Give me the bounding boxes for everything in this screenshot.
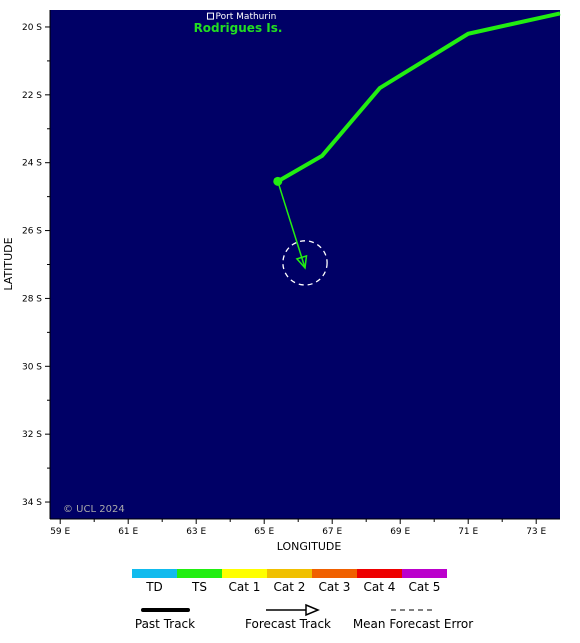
legend-label-cat-2: Cat 2 xyxy=(274,580,306,594)
legend-swatch-cat-2 xyxy=(267,569,312,578)
forecast-track-line xyxy=(277,181,306,269)
forecast-error-circle xyxy=(282,240,328,286)
x-tick-label: 59 E xyxy=(50,527,70,537)
error-legend-label: Mean Forecast Error xyxy=(353,617,473,631)
past-track-line xyxy=(276,11,561,184)
legend-swatch-cat-3 xyxy=(312,569,357,578)
legend-label-cat-1: Cat 1 xyxy=(229,580,261,594)
y-tick-label: 30 S xyxy=(22,362,42,372)
island-label: Rodrigues Is. xyxy=(194,21,283,35)
copyright-text: © UCL 2024 xyxy=(63,504,125,515)
y-tick-label: 20 S xyxy=(22,23,42,33)
past-track-legend-label: Past Track xyxy=(135,617,195,631)
y-tick-label: 24 S xyxy=(22,159,42,169)
y-tick-label: 26 S xyxy=(22,227,42,237)
current-position-dot xyxy=(273,176,283,186)
x-tick-label: 69 E xyxy=(390,527,410,537)
forecast-arrow-legend-icon xyxy=(305,603,320,617)
legend-label-cat-4: Cat 4 xyxy=(364,580,396,594)
y-tick-label: 22 S xyxy=(22,91,42,101)
x-tick-label: 63 E xyxy=(186,527,206,537)
x-tick-label: 73 E xyxy=(526,527,546,537)
port-marker-icon xyxy=(206,12,214,20)
x-tick-label: 67 E xyxy=(322,527,342,537)
legend-swatch-td xyxy=(132,569,177,578)
forecast-arrowhead-icon xyxy=(295,254,308,270)
legend-swatch-cat-5 xyxy=(402,569,447,578)
legend-swatch-cat-4 xyxy=(357,569,402,578)
legend-label-td: TD xyxy=(145,580,163,594)
legend-swatch-ts xyxy=(177,569,222,578)
y-axis-label: LATITUDE xyxy=(2,237,15,290)
x-tick-label: 61 E xyxy=(118,527,138,537)
legend-label-ts: TS xyxy=(191,580,207,594)
y-tick-label: 32 S xyxy=(22,430,42,440)
axis-ticks: 59 E 61 E 63 E 65 E 67 E 69 E 71 E 73 E 20 S 22 S… xyxy=(22,10,560,537)
intensity-legend: TD TS Cat 1 Cat 2 Cat 3 Cat 4 Cat 5 xyxy=(132,569,447,594)
x-axis-label: LONGITUDE xyxy=(277,540,342,553)
track-layer xyxy=(273,11,561,286)
y-tick-label: 28 S xyxy=(22,294,42,304)
y-tick-label: 34 S xyxy=(22,498,42,508)
legend-label-cat-5: Cat 5 xyxy=(409,580,441,594)
x-tick-label: 71 E xyxy=(458,527,478,537)
x-tick-label: 65 E xyxy=(254,527,274,537)
legend-label-cat-3: Cat 3 xyxy=(319,580,351,594)
port-mathurin-label: Port Mathurin xyxy=(215,12,276,22)
legend-swatch-cat-1 xyxy=(222,569,267,578)
forecast-track-legend-label: Forecast Track xyxy=(245,617,331,631)
